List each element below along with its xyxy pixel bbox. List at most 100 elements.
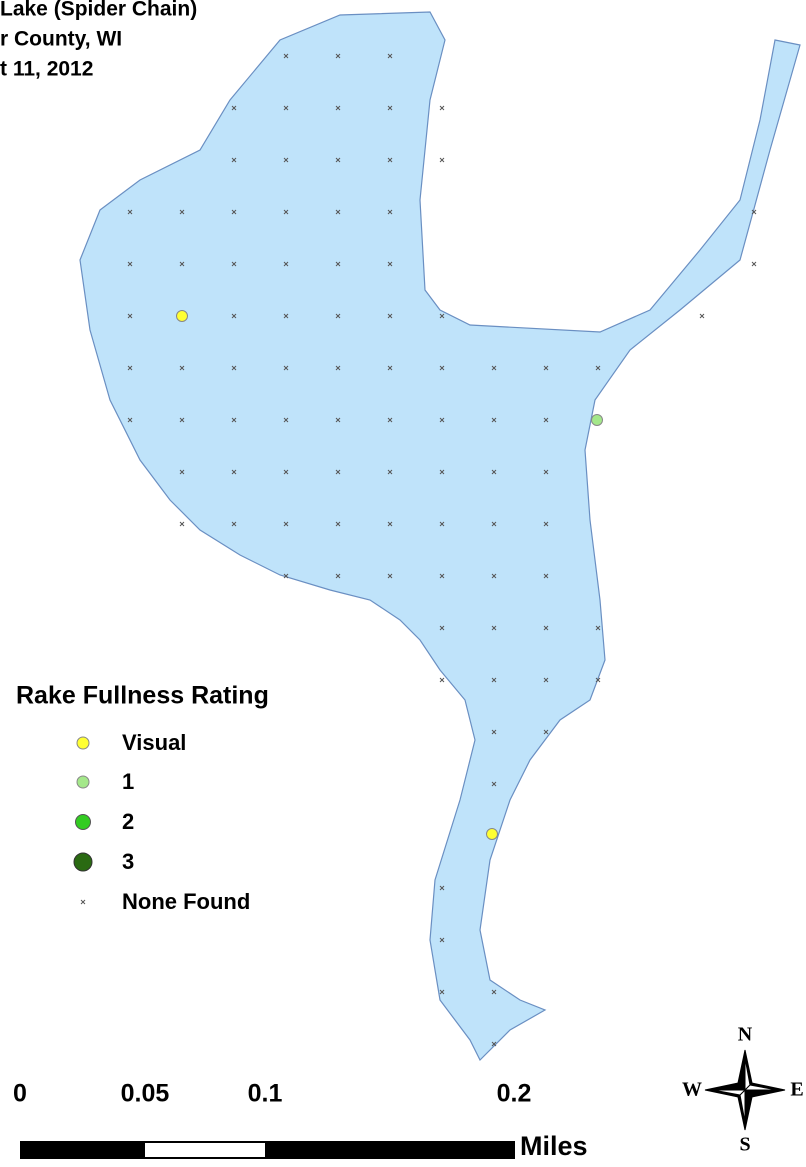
none-found-point — [439, 105, 445, 111]
none-found-point — [491, 677, 497, 683]
none-found-point — [335, 53, 341, 59]
scale-label: 0.2 — [497, 1080, 532, 1108]
none-found-point — [179, 209, 185, 215]
none-found-point — [439, 469, 445, 475]
none-found-point — [231, 209, 237, 215]
none-found-point — [595, 677, 601, 683]
none-found-point — [387, 105, 393, 111]
none-found-point — [283, 261, 289, 267]
none-found-point — [439, 989, 445, 995]
none-found-point — [231, 261, 237, 267]
none-found-point — [231, 417, 237, 423]
title-line: t 11, 2012 — [0, 58, 93, 81]
none-found-point — [387, 417, 393, 423]
legend-title: Rake Fullness Rating — [16, 682, 269, 710]
none-found-point — [127, 313, 133, 319]
lake — [79, 11, 801, 1062]
none-found-point — [491, 729, 497, 735]
none-found-point — [283, 521, 289, 527]
none-found-point — [283, 157, 289, 163]
compass-rose — [704, 1049, 786, 1131]
none-found-point — [179, 521, 185, 527]
none-found-point — [335, 365, 341, 371]
compass-label: S — [739, 1134, 750, 1156]
none-found-point — [283, 417, 289, 423]
scale-label: 0.1 — [248, 1080, 283, 1108]
none-found-point — [543, 573, 549, 579]
scale-bar-segment — [145, 1143, 265, 1157]
none-found-point — [543, 625, 549, 631]
none-found-point — [335, 105, 341, 111]
none-found-point — [595, 625, 601, 631]
none-found-point — [491, 521, 497, 527]
none-found-point — [387, 261, 393, 267]
none-found-point — [439, 157, 445, 163]
none-found-point — [543, 677, 549, 683]
legend-label: 1 — [122, 769, 134, 794]
compass-label: N — [738, 1024, 753, 1046]
none-found-point — [439, 677, 445, 683]
none-found-point — [231, 157, 237, 163]
none-found-point — [283, 209, 289, 215]
none-found-point — [439, 365, 445, 371]
none-found-point — [491, 417, 497, 423]
scale-unit: Miles — [520, 1131, 588, 1161]
none-found-point — [335, 417, 341, 423]
none-found-point — [543, 365, 549, 371]
none-found-point — [335, 209, 341, 215]
none-found-point — [231, 521, 237, 527]
none-found-point — [283, 573, 289, 579]
none-found-point — [543, 521, 549, 527]
none-found-point — [491, 781, 497, 787]
none-found-point — [491, 573, 497, 579]
none-found-point — [335, 573, 341, 579]
legend-symbol — [76, 775, 90, 789]
none-found-point — [439, 885, 445, 891]
none-found-point — [439, 417, 445, 423]
none-found-point — [439, 625, 445, 631]
none-found-point — [127, 417, 133, 423]
none-found-point — [335, 157, 341, 163]
none-found-point — [387, 365, 393, 371]
scale-bar — [20, 1141, 515, 1159]
sample-points — [127, 53, 757, 1047]
none-found-point — [491, 1041, 497, 1047]
none-found-point — [179, 417, 185, 423]
compass-label: W — [682, 1079, 702, 1101]
none-found-point — [543, 729, 549, 735]
none-found-point — [335, 313, 341, 319]
none-found-point — [127, 261, 133, 267]
compass-label: E — [790, 1079, 803, 1101]
none-found-point — [491, 625, 497, 631]
legend-label: None Found — [122, 889, 250, 914]
none-found-point — [283, 313, 289, 319]
legend-label: 3 — [122, 849, 134, 874]
none-found-point — [387, 313, 393, 319]
none-found-point — [179, 469, 185, 475]
none-found-point — [231, 313, 237, 319]
none-found-point — [751, 209, 757, 215]
title-line: Lake (Spider Chain) — [0, 0, 197, 21]
none-found-point — [283, 365, 289, 371]
none-found-point — [283, 105, 289, 111]
legend-label: 2 — [122, 809, 134, 834]
none-found-point — [283, 469, 289, 475]
none-found-point — [751, 261, 757, 267]
none-found-point — [335, 521, 341, 527]
none-found-point — [491, 365, 497, 371]
none-found-point — [439, 313, 445, 319]
none-found-point — [387, 573, 393, 579]
scale-label: 0.05 — [121, 1080, 170, 1108]
scale-label: 0 — [13, 1080, 27, 1108]
none-found-point — [335, 469, 341, 475]
none-found-point — [387, 521, 393, 527]
none-found-point — [127, 365, 133, 371]
legend-symbol — [75, 814, 91, 830]
legend-symbol — [76, 736, 90, 750]
none-found-point — [231, 105, 237, 111]
none-found-point — [543, 469, 549, 475]
none-found-point — [699, 313, 705, 319]
none-found-point — [387, 157, 393, 163]
none-found-point — [387, 209, 393, 215]
legend-symbol — [73, 852, 93, 872]
